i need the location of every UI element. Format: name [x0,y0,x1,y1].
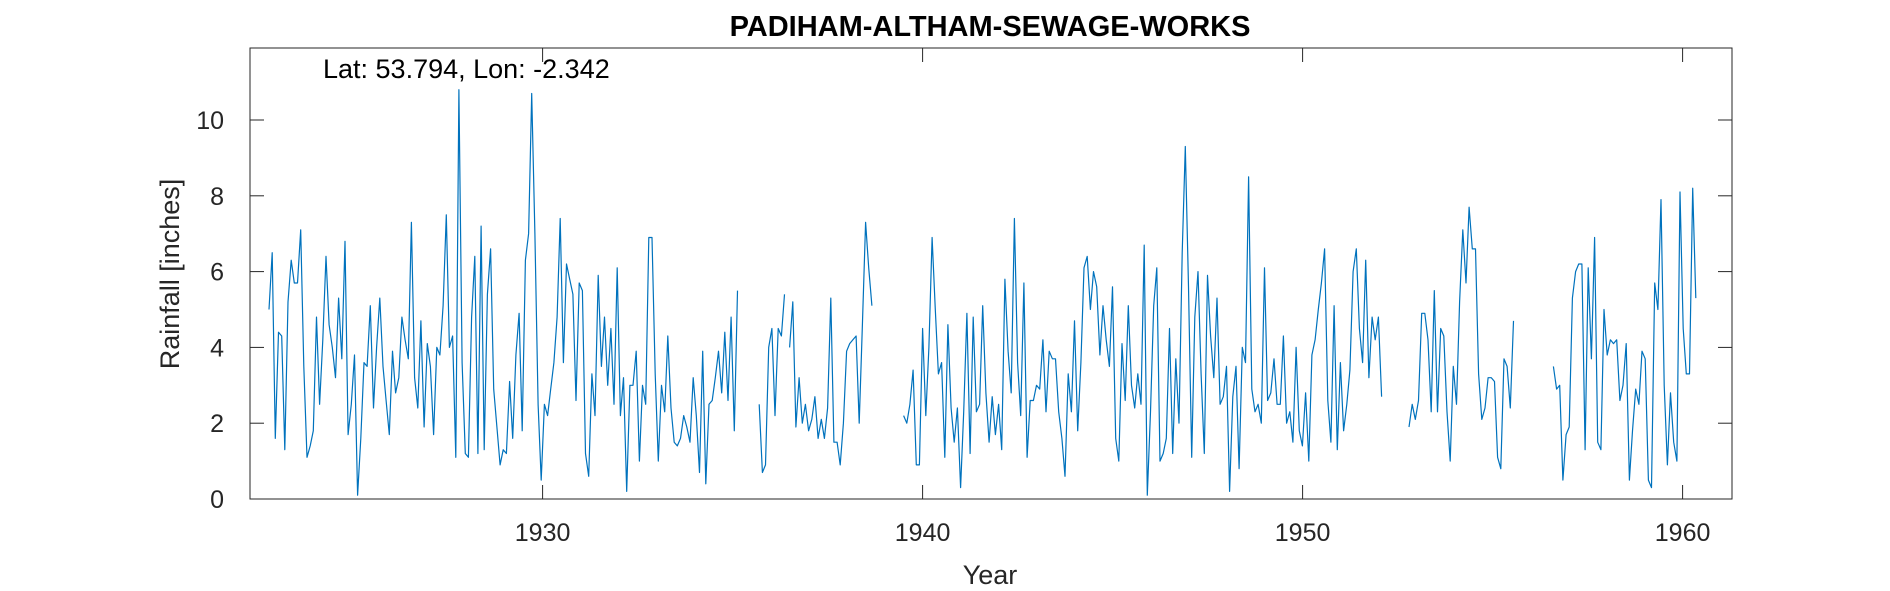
rainfall-line-segment-4 [903,145,1383,496]
y-tick-label: 2 [210,410,224,438]
chart-title: PADIHAM-ALTHAM-SEWAGE-WORKS [730,11,1251,43]
rainfall-line-segment-1 [268,89,739,496]
x-tick-label: 1950 [1275,519,1331,547]
y-tick-label: 10 [196,107,224,135]
rainfall-line-segment-3 [789,221,873,466]
rainfall-line-segment-6 [1552,187,1697,489]
x-tick-label: 1930 [515,519,571,547]
rainfall-line-segment-2 [758,294,786,474]
y-axis-label: Rainfall [inches] [155,179,185,370]
y-tick-label: 0 [210,486,224,514]
x-axis: 1930 1940 1950 1960 [515,48,1711,547]
rainfall-line-segment-5 [1408,206,1515,470]
x-tick-label: 1940 [895,519,951,547]
y-tick-label: 6 [210,259,224,287]
y-axis: 0 2 4 6 8 10 [196,107,1732,514]
x-tick-label: 1960 [1655,519,1711,547]
rainfall-series [268,89,1697,496]
y-tick-label: 8 [210,183,224,211]
plot-area [249,47,1733,500]
location-annotation: Lat: 53.794, Lon: -2.342 [323,54,610,84]
x-axis-label: Year [963,560,1018,590]
y-tick-label: 4 [210,334,224,362]
